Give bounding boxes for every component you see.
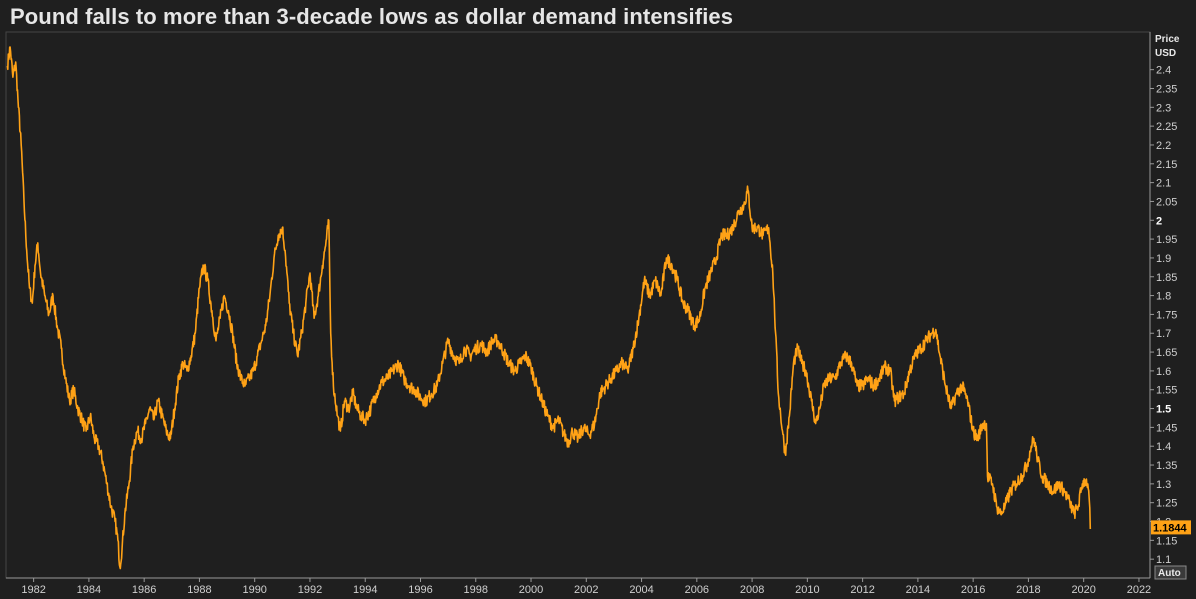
x-tick-label: 1992 (298, 584, 322, 596)
y-axis-unit-usd: USD (1155, 48, 1176, 59)
y-tick-label: 1.8 (1156, 291, 1171, 303)
y-tick-label: 1.35 (1156, 460, 1177, 472)
y-axis-unit-price: Price (1155, 34, 1180, 45)
y-tick-label: 1.85 (1156, 272, 1177, 284)
price-line-group (6, 46, 1092, 570)
plot-frame (5, 31, 1151, 579)
x-tick-label: 1984 (77, 584, 101, 596)
y-tick-label: 2.1 (1156, 178, 1171, 190)
x-tick-label: 1990 (242, 584, 266, 596)
y-tick-label: 1.3 (1156, 479, 1171, 491)
x-tick-label: 1988 (187, 584, 211, 596)
last-value-bg (1151, 520, 1191, 535)
y-tick-label: 1.15 (1156, 535, 1177, 547)
y-tick-label: 2 (1156, 215, 1162, 227)
x-tick-label: 1996 (408, 584, 432, 596)
x-tick-label: 2020 (1071, 584, 1095, 596)
y-tick-label: 1.4 (1156, 441, 1171, 453)
last-value-badge: 1.1844 (1151, 520, 1191, 535)
x-tick-label: 2022 (1127, 584, 1151, 596)
y-tick-label: 1.95 (1156, 234, 1177, 246)
y-tick-label: 1.45 (1156, 422, 1177, 434)
y-tick-label: 1.9 (1156, 253, 1171, 265)
y-tick-label: 1.65 (1156, 347, 1177, 359)
y-tick-label: 2.2 (1156, 140, 1171, 152)
auto-button-label: Auto (1158, 568, 1181, 579)
x-axis: 1982 1984 1986 1988 1990 1992 1994 1996 1998 2000… (6, 577, 1151, 596)
x-tick-label: 2010 (795, 584, 819, 596)
x-tick-label: 1982 (21, 584, 45, 596)
x-tick-label: 2004 (629, 584, 653, 596)
x-tick-label: 2008 (740, 584, 764, 596)
x-tick-label: 2012 (850, 584, 874, 596)
y-axis: 1.11.151.21.251.31.351.41.451.51.551.61.… (1149, 32, 1177, 578)
y-tick-label: 1.75 (1156, 309, 1177, 321)
y-tick-label: 2.05 (1156, 196, 1177, 208)
x-tick-label: 2014 (906, 584, 930, 596)
y-tick-label: 1.5 (1156, 404, 1171, 416)
last-value-label: 1.1844 (1153, 522, 1188, 534)
y-tick-label: 2.4 (1156, 65, 1171, 77)
y-tick-label: 1.55 (1156, 385, 1177, 397)
plot-border (5, 31, 1151, 579)
x-tick-label: 2006 (685, 584, 709, 596)
x-tick-label: 2000 (519, 584, 543, 596)
x-tick-label: 2016 (961, 584, 985, 596)
x-tick-label: 1986 (132, 584, 156, 596)
y-tick-label: 2.3 (1156, 102, 1171, 114)
x-tick-label: 1994 (353, 584, 377, 596)
y-tick-label: 1.25 (1156, 498, 1177, 510)
chart-title: Pound falls to more than 3-decade lows a… (10, 4, 734, 29)
gbp-usd-price-line (6, 46, 1092, 570)
y-tick-label: 2.15 (1156, 159, 1177, 171)
y-tick-label: 1.7 (1156, 328, 1171, 340)
x-tick-label: 1998 (464, 584, 488, 596)
y-tick-label: 2.25 (1156, 121, 1177, 133)
x-tick-label: 2018 (1016, 584, 1040, 596)
y-tick-label: 1.1 (1156, 554, 1171, 566)
y-tick-label: 2.35 (1156, 83, 1177, 95)
y-tick-label: 1.6 (1156, 366, 1171, 378)
auto-button[interactable]: Auto (1154, 565, 1187, 580)
x-tick-label: 2002 (574, 584, 598, 596)
